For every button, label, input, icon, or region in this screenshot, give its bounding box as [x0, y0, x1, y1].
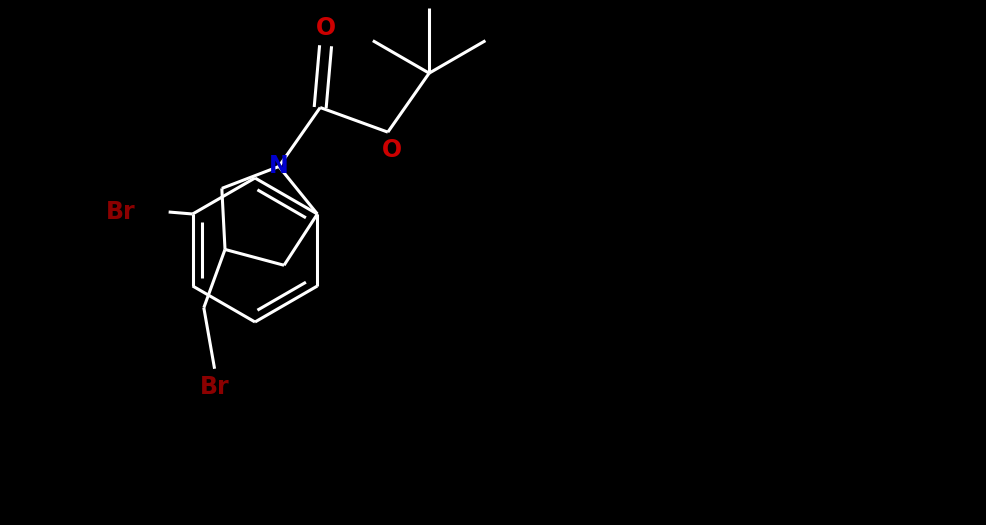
Text: Br: Br	[106, 200, 136, 224]
Text: Br: Br	[200, 375, 230, 399]
Text: O: O	[382, 138, 402, 162]
Text: N: N	[269, 154, 289, 178]
Text: O: O	[316, 16, 335, 40]
